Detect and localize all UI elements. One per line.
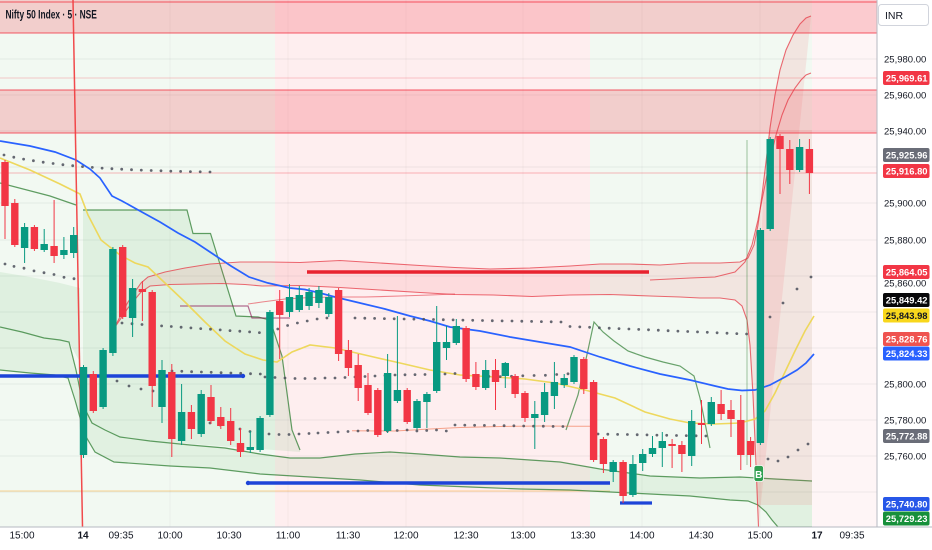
svg-text:11:00: 11:00 — [276, 531, 301, 542]
svg-text:17: 17 — [811, 531, 823, 542]
svg-text:09:35: 09:35 — [839, 531, 864, 542]
svg-text:25,940.00: 25,940.00 — [884, 127, 926, 138]
svg-text:12:00: 12:00 — [393, 531, 418, 542]
svg-text:25,800.00: 25,800.00 — [884, 380, 926, 391]
svg-text:25,925.96: 25,925.96 — [886, 149, 928, 160]
svg-text:25,900.00: 25,900.00 — [884, 199, 926, 210]
svg-text:15:00: 15:00 — [9, 531, 34, 542]
svg-text:25,740.80: 25,740.80 — [886, 498, 928, 509]
svg-text:25,849.42: 25,849.42 — [886, 294, 928, 305]
svg-text:15:00: 15:00 — [747, 531, 772, 542]
svg-text:25,880.00: 25,880.00 — [884, 236, 926, 247]
svg-text:25,772.88: 25,772.88 — [886, 430, 928, 441]
svg-text:11:30: 11:30 — [336, 531, 361, 542]
svg-text:13:00: 13:00 — [510, 531, 535, 542]
svg-text:10:00: 10:00 — [157, 531, 182, 542]
svg-text:B: B — [755, 470, 762, 481]
svg-text:14:00: 14:00 — [629, 531, 654, 542]
svg-text:25,729.23: 25,729.23 — [886, 513, 928, 524]
svg-text:25,843.98: 25,843.98 — [886, 310, 928, 321]
svg-text:25,864.05: 25,864.05 — [886, 266, 928, 277]
svg-text:25,969.61: 25,969.61 — [886, 72, 928, 83]
svg-text:14: 14 — [77, 531, 89, 542]
svg-text:09:35: 09:35 — [108, 531, 133, 542]
svg-text:25,824.33: 25,824.33 — [886, 348, 928, 359]
svg-text:25,960.00: 25,960.00 — [884, 91, 926, 102]
svg-text:25,780.00: 25,780.00 — [884, 416, 926, 427]
svg-text:12:30: 12:30 — [453, 531, 478, 542]
svg-text:25,828.76: 25,828.76 — [886, 333, 928, 344]
svg-text:25,916.80: 25,916.80 — [886, 165, 928, 176]
svg-text:25,860.00: 25,860.00 — [884, 279, 926, 290]
svg-text:10:30: 10:30 — [216, 531, 241, 542]
svg-text:14:30: 14:30 — [688, 531, 713, 542]
svg-text:25,980.00: 25,980.00 — [884, 55, 926, 66]
svg-text:25,760.00: 25,760.00 — [884, 452, 926, 463]
svg-text:Nifty 50 Index · 5 · NSE: Nifty 50 Index · 5 · NSE — [6, 9, 97, 22]
svg-text:INR: INR — [885, 10, 904, 22]
svg-text:13:30: 13:30 — [570, 531, 595, 542]
